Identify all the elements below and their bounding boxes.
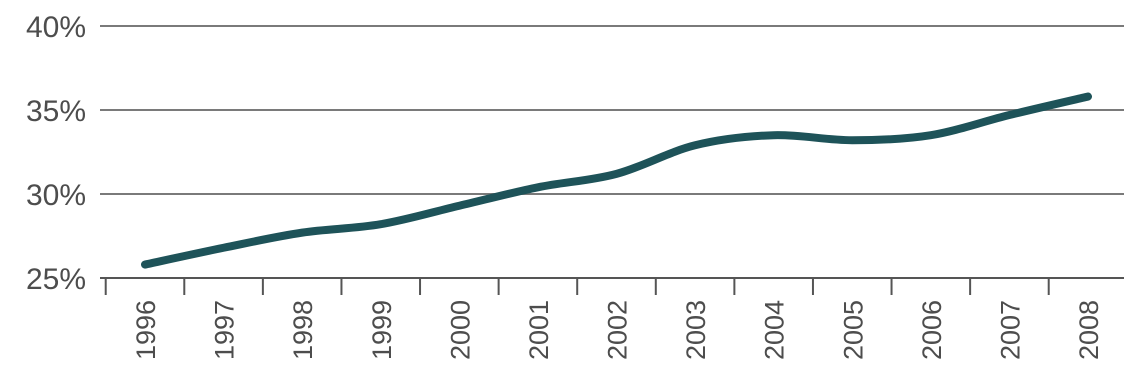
data-point-2000 [455, 202, 463, 210]
data-point-2006 [927, 131, 935, 139]
data-point-1998 [298, 229, 306, 237]
x-tick-label: 2007 [995, 300, 1025, 360]
x-tick-label: 2004 [760, 300, 790, 360]
y-tick-label: 40% [26, 11, 86, 44]
x-axis [100, 277, 1124, 295]
y-tick-label: 25% [26, 263, 86, 296]
data-point-2001 [534, 183, 542, 191]
data-point-2008 [1084, 93, 1092, 101]
x-tick-label: 2002 [603, 300, 633, 360]
gridlines [100, 25, 1124, 195]
y-tick-label: 35% [26, 95, 86, 128]
x-tick-label: 2006 [917, 300, 947, 360]
y-tick-label: 30% [26, 179, 86, 212]
x-tick-label: 1999 [367, 300, 397, 360]
data-point-1996 [141, 261, 149, 269]
x-tick-label: 2000 [445, 300, 475, 360]
series-line-0 [141, 92, 1092, 269]
data-point-2002 [613, 170, 621, 178]
x-tick-label: 1996 [131, 300, 161, 360]
x-tick-label: 2005 [838, 300, 868, 360]
x-tick-label: 1998 [288, 300, 318, 360]
x-tick-label: 2008 [1074, 300, 1104, 360]
x-tick-label: 1997 [210, 300, 240, 360]
data-point-2007 [1005, 111, 1013, 119]
tick-labels: 25% 30% 35% 40% 1996 1997 1998 1999 2000 2001 2002… [26, 11, 1104, 360]
x-tick-label: 2003 [681, 300, 711, 360]
data-point-1999 [377, 220, 385, 228]
data-point-1997 [220, 244, 228, 252]
x-tick-label: 2001 [524, 300, 554, 360]
series [141, 92, 1092, 269]
data-point-2005 [848, 136, 856, 144]
data-point-2003 [691, 141, 699, 149]
data-point-2004 [770, 131, 778, 139]
